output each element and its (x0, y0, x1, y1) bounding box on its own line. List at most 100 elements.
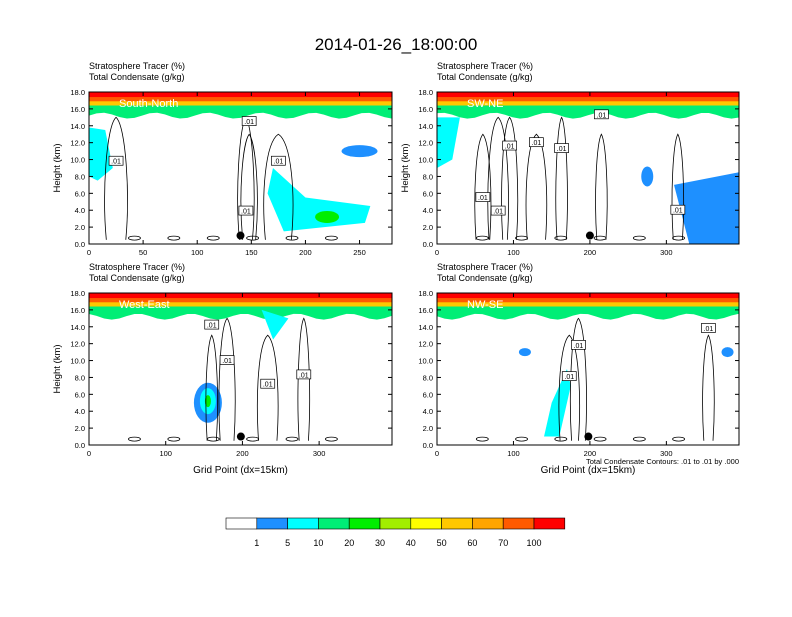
contour-label: .01 (299, 372, 309, 379)
contour-label-box (260, 378, 276, 389)
contour-label: .01 (673, 208, 683, 215)
x-axis-label: Grid Point (dx=15km) (193, 465, 288, 476)
condensate-contour (474, 133, 492, 240)
colorbar-swatch (472, 517, 504, 530)
y-tick-label: 2.0 (75, 424, 85, 433)
colorbar-swatch (318, 517, 350, 530)
y-tick-label: 14.0 (418, 323, 433, 332)
tracer-patch (315, 210, 340, 223)
y-tick-label: 16.0 (418, 306, 433, 315)
y-axis-label: Height (km) (400, 143, 411, 192)
panel-subtitle: Total Condensate (g/kg) (89, 273, 185, 283)
contour-footnote: Total Condensate Contours: .01 to .01 by… (586, 457, 739, 466)
condensate-contour (263, 133, 294, 240)
y-tick-label: 4.0 (75, 407, 85, 416)
y-tick-label: 12.0 (70, 139, 85, 148)
y-tick-label: 0.0 (423, 240, 433, 249)
x-tick-label: 300 (660, 248, 673, 257)
colorbar-label: 40 (406, 538, 416, 548)
condensate-contour (104, 116, 128, 240)
condensate-contour (672, 436, 685, 442)
condensate-contour (515, 235, 528, 241)
tracer-patch (674, 172, 739, 244)
condensate-contour (324, 235, 338, 241)
condensate-contour (501, 116, 519, 240)
colorbar-label: 70 (498, 538, 508, 548)
panel-label: SW-NE (467, 98, 503, 110)
x-tick-label: 200 (299, 248, 312, 257)
panel-label: NW-SE (467, 299, 503, 311)
condensate-contour (593, 436, 607, 442)
condensate-contour (593, 235, 607, 241)
panel-fields (437, 92, 739, 244)
panel-sw-ne: Stratosphere Tracer (%)Total Condensate … (400, 61, 740, 257)
y-tick-label: 2.0 (75, 223, 85, 232)
condensate-contour (256, 334, 279, 441)
contour-label-box (475, 192, 491, 202)
colorbar-swatch (533, 517, 566, 530)
colorbar-label: 1 (254, 538, 259, 548)
panel-subtitle: Stratosphere Tracer (%) (437, 262, 533, 272)
panel-frame (88, 91, 393, 245)
tracer-band (437, 293, 739, 299)
contour-label-box (571, 340, 586, 350)
colorbar-label: 5 (285, 538, 290, 548)
contour-label: .01 (241, 209, 251, 216)
colorbar: 1 5 10 20 30 40 50 60 70 100 (225, 517, 566, 548)
condensate-contour (632, 436, 646, 442)
contour-label: .01 (532, 140, 542, 147)
colorbar-swatch (287, 517, 319, 530)
y-tick-label: 18.0 (418, 289, 433, 298)
contour-label-box (204, 319, 220, 330)
colorbar-label: 100 (526, 538, 541, 548)
panel-subtitle: Total Condensate (g/kg) (89, 72, 185, 82)
condensate-contour (595, 133, 608, 240)
condensate-contour (702, 334, 715, 441)
colorbar-swatch (348, 517, 381, 530)
x-tick-label: 100 (191, 248, 204, 257)
colorbar-swatch (502, 517, 535, 530)
y-tick-label: 6.0 (423, 390, 433, 399)
condensate-contour (167, 235, 181, 241)
y-tick-label: 4.0 (75, 206, 85, 215)
colorbar-label: 20 (344, 538, 354, 548)
condensate-contour (167, 436, 181, 442)
condensate-contour (218, 317, 236, 441)
tracer-patch (341, 145, 378, 158)
y-tick-label: 10.0 (418, 156, 433, 165)
panel-subtitle: Stratosphere Tracer (%) (437, 61, 533, 71)
panel-subtitle: Stratosphere Tracer (%) (89, 61, 185, 71)
y-tick-label: 2.0 (423, 424, 433, 433)
y-tick-label: 12.0 (418, 340, 433, 349)
contour-label-box (241, 116, 257, 126)
tracer-patch (261, 309, 289, 340)
panel-fields (89, 92, 392, 241)
x-axis-label: Grid Point (dx=15km) (541, 465, 636, 476)
panel-fields (89, 293, 392, 442)
y-tick-label: 8.0 (423, 172, 433, 181)
panel-label: South-North (119, 98, 178, 110)
colorbar-label: 30 (375, 538, 385, 548)
y-tick-label: 12.0 (418, 139, 433, 148)
location-marker (585, 231, 594, 240)
panel-frame (88, 292, 393, 446)
condensate-contour (205, 334, 218, 441)
tracer-patch (89, 127, 113, 181)
condensate-contour (632, 235, 646, 241)
panel-west-east: Stratosphere Tracer (%)Total Condensate … (52, 262, 393, 476)
y-tick-label: 14.0 (418, 122, 433, 131)
y-tick-label: 4.0 (423, 407, 433, 416)
contour-label-box (554, 143, 569, 153)
x-tick-label: 0 (87, 449, 91, 458)
condensate-contour (555, 116, 568, 240)
location-marker (236, 432, 245, 441)
tracer-band (89, 92, 392, 98)
condensate-contour (285, 235, 299, 241)
colorbar-swatch (256, 517, 288, 530)
condensate-contour (128, 436, 141, 442)
x-tick-label: 200 (584, 449, 597, 458)
y-axis-label: Height (km) (52, 143, 63, 192)
y-axis-label: Height (km) (52, 344, 63, 393)
condensate-contour (554, 235, 568, 241)
